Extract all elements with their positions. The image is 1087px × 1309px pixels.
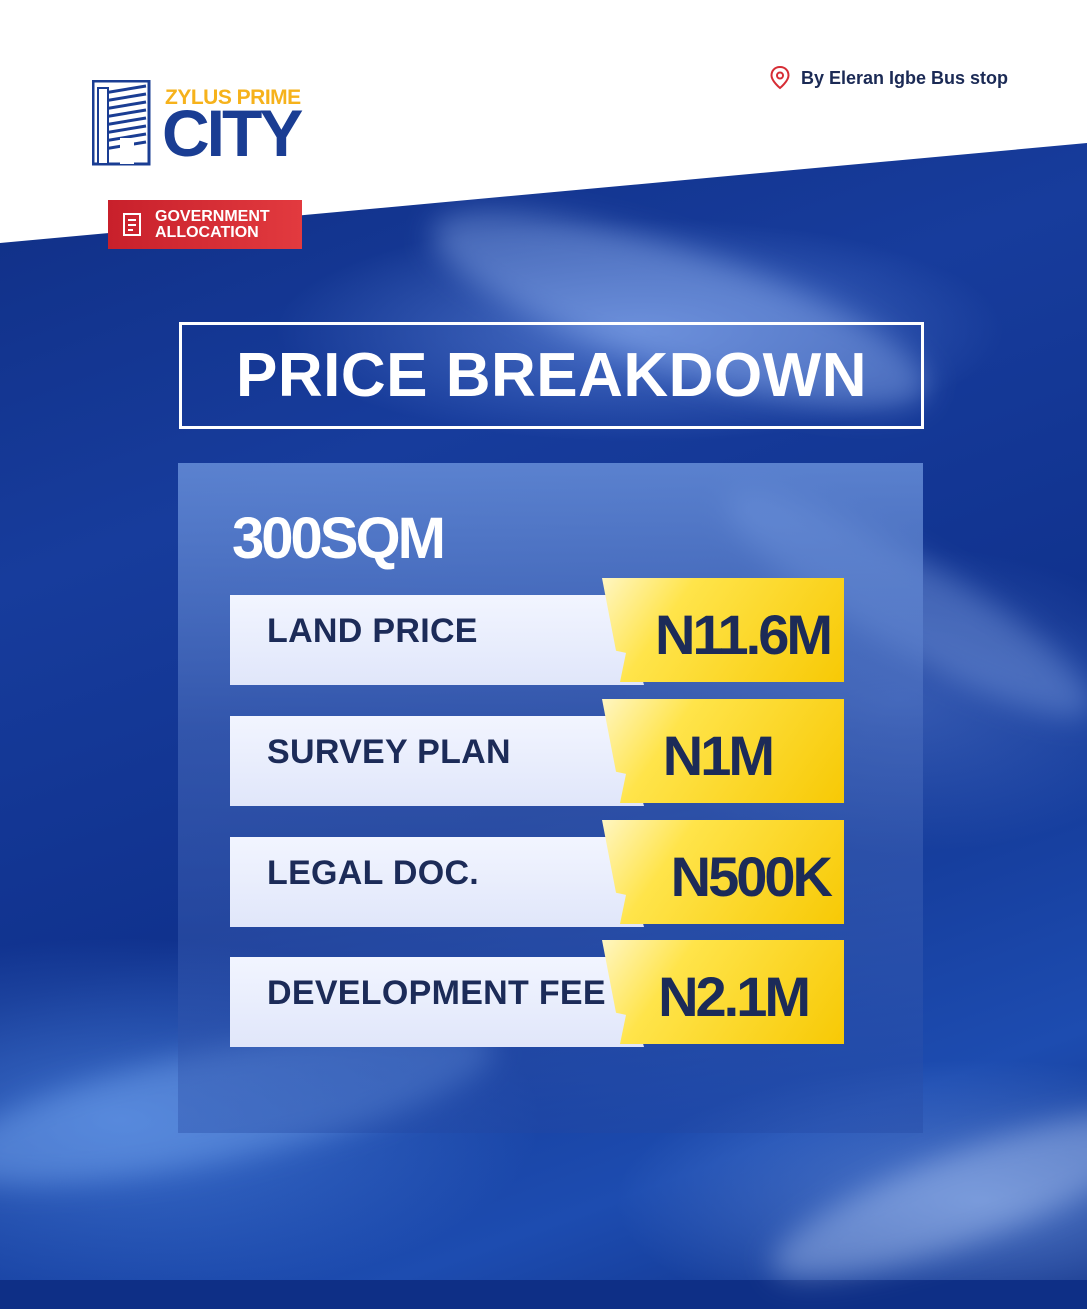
row-label: SURVEY PLAN — [267, 733, 511, 771]
brand-name-top: ZYLUS PRIME — [165, 86, 301, 109]
brand-logo: ZYLUS PRIME CITY — [92, 80, 312, 170]
row-label-box — [230, 595, 644, 685]
row-label-box — [230, 837, 644, 927]
location-text: By Eleran Igbe Bus stop — [801, 67, 1009, 88]
price-row: LEGAL DOC. N500K — [230, 820, 844, 927]
building-stripes-icon — [92, 80, 151, 166]
row-price-box: N2.1M — [602, 940, 844, 1044]
price-row: DEVELOPMENT FEE N2.1M — [230, 940, 844, 1047]
location-info: By Eleran Igbe Bus stop — [770, 66, 1008, 90]
row-price: N1M — [662, 724, 775, 787]
row-label-box — [230, 716, 644, 806]
price-row: SURVEY PLAN N1M — [230, 699, 844, 806]
brand-name-main: CITY — [162, 96, 303, 170]
row-price-box: N500K — [602, 820, 844, 924]
badge-text: GOVERNMENT ALLOCATION — [155, 207, 270, 241]
page-title: PRICE BREAKDOWN — [236, 341, 867, 410]
document-icon — [123, 212, 141, 236]
row-label-box — [230, 957, 644, 1047]
row-price: N11.6M — [655, 603, 833, 666]
row-label: LEGAL DOC. — [267, 854, 480, 892]
row-label: DEVELOPMENT FEE — [267, 974, 606, 1012]
row-price-box: N11.6M — [602, 578, 844, 682]
row-price-box: N1M — [602, 699, 844, 803]
map-pin-icon — [770, 66, 790, 90]
row-price: N500K — [670, 845, 833, 908]
plot-size-label: 300SQM — [232, 506, 446, 571]
heading-frame: PRICE BREAKDOWN — [179, 322, 924, 429]
row-label: LAND PRICE — [267, 612, 478, 650]
row-price: N2.1M — [658, 965, 811, 1028]
government-allocation-badge: GOVERNMENT ALLOCATION — [108, 200, 302, 249]
price-row: LAND PRICE N11.6M — [230, 578, 844, 685]
